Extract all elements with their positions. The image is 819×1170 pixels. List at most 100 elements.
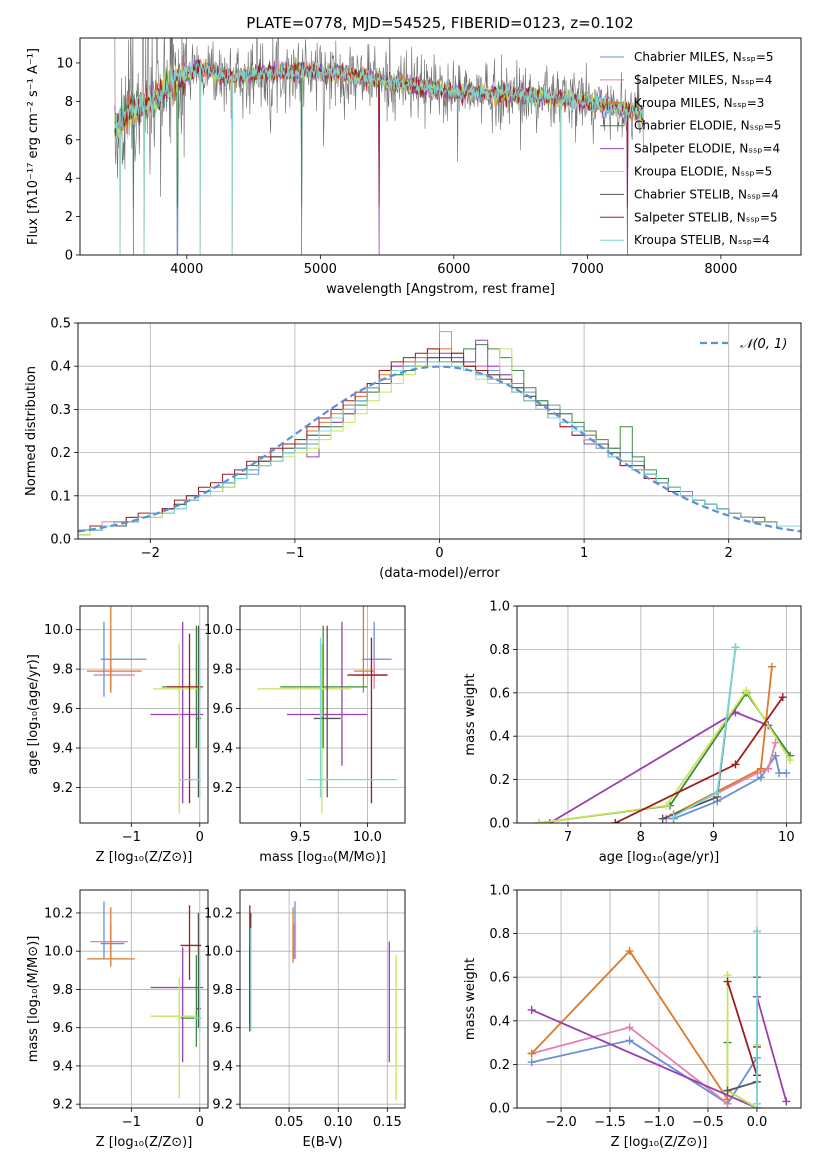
y-tick-label: 9.4 xyxy=(212,1059,233,1074)
normal-reference-curve xyxy=(78,365,801,533)
errorbar-point xyxy=(180,905,202,980)
y-tick-label: 9.8 xyxy=(52,663,73,678)
y-tick-label: 9.2 xyxy=(212,781,233,796)
y-tick-label: 9.4 xyxy=(52,1059,73,1074)
grid xyxy=(80,890,208,1108)
errorbar-point xyxy=(86,907,135,967)
plot-content xyxy=(86,901,204,1099)
weight-marker xyxy=(767,662,776,671)
x-axis-label: Z [log₁₀(Z/Z⊙)] xyxy=(96,1135,193,1150)
weight-marker xyxy=(625,1036,634,1045)
weight-marker xyxy=(782,769,791,778)
axes-frame xyxy=(79,37,802,256)
weight-marker xyxy=(764,764,773,773)
errorbar-point xyxy=(100,901,125,959)
axes-frame xyxy=(79,889,209,1109)
plot-content xyxy=(86,606,204,814)
axes-frame xyxy=(516,605,802,824)
x-tick-label: 4000 xyxy=(170,262,203,277)
y-tick-label: 4 xyxy=(65,172,73,187)
y-tick-label: 9.6 xyxy=(212,1021,233,1036)
weight-marker xyxy=(723,1095,732,1104)
y-tick-label: 9.6 xyxy=(212,702,233,717)
weight-marker xyxy=(752,927,761,936)
weight-marker xyxy=(669,812,678,821)
x-tick-label: 1 xyxy=(580,546,588,561)
weight-marker xyxy=(625,1023,634,1032)
weight-marker xyxy=(752,1099,761,1108)
x-tick-label: 0.10 xyxy=(324,1115,353,1130)
x-tick-label: −1 xyxy=(122,830,141,845)
y-tick-label: 0.4 xyxy=(489,730,510,745)
x-tick-label: −1 xyxy=(285,546,304,561)
x-tick-label: 6000 xyxy=(437,262,470,277)
weight-marker xyxy=(713,788,722,797)
x-tick-label: 8000 xyxy=(704,262,737,277)
y-tick-label: 0.4 xyxy=(50,360,71,375)
errorbar-point xyxy=(257,643,352,814)
legend-label: Chabrier MILES, Nₛₛₚ=5 xyxy=(634,50,774,64)
x-tick-label: 0 xyxy=(196,1115,204,1130)
weight-marker xyxy=(611,819,620,823)
x-tick-label: 9 xyxy=(709,830,717,845)
weight-marker xyxy=(771,751,780,760)
errorbar-point xyxy=(86,606,142,693)
x-tick-label: 0.15 xyxy=(373,1115,402,1130)
weight-marker xyxy=(778,693,787,702)
y-tick-label: 10.0 xyxy=(204,945,233,960)
axes-frame xyxy=(239,605,406,824)
plot-content xyxy=(257,606,397,814)
weight-marker xyxy=(731,760,740,769)
plot-content xyxy=(527,927,791,1108)
errorbar-point xyxy=(354,606,375,693)
figure-title: PLATE=0778, MJD=54525, FIBERID=0123, z=0… xyxy=(246,14,633,32)
x-tick-label: 7000 xyxy=(571,262,604,277)
legend-label: Kroupa MILES, Nₛₛₚ=3 xyxy=(634,96,764,110)
y-tick-label: 10.0 xyxy=(44,623,73,638)
legend-label: Salpeter MILES, Nₛₛₚ=4 xyxy=(634,73,772,87)
legend-label: Chabrier STELIB, Nₛₛₚ=4 xyxy=(634,187,779,201)
y-axis-label: mass weight xyxy=(463,958,478,1040)
y-tick-label: 9.6 xyxy=(52,1021,73,1036)
errorbar-point xyxy=(280,625,368,749)
y-tick-label: 10.0 xyxy=(44,945,73,960)
y-tick-label: 1.0 xyxy=(489,884,510,899)
y-tick-label: 10 xyxy=(56,56,73,71)
weight-marker xyxy=(782,1097,791,1106)
errorbar-point xyxy=(150,947,204,1063)
plot-content xyxy=(249,901,397,1101)
y-tick-label: 6 xyxy=(65,133,73,148)
y-axis-label: age [log₁₀(age/yr)] xyxy=(26,654,41,775)
y-axis-label: mass weight xyxy=(463,673,478,755)
legend: Chabrier MILES, Nₛₛₚ=5 Salpeter MILES, Nₛ… xyxy=(600,50,781,247)
x-axis-label: Z [log₁₀(Z/Z⊙)] xyxy=(96,850,193,865)
y-tick-label: 0.3 xyxy=(50,403,71,418)
x-axis-label: mass [log₁₀(M/M⊙)] xyxy=(259,850,386,865)
weight-series-line xyxy=(538,688,791,823)
x-axis-label: (data-model)/error xyxy=(379,566,500,581)
y-tick-label: 1.0 xyxy=(489,600,510,615)
errorbar-point xyxy=(153,643,202,814)
weight-marker xyxy=(625,947,634,956)
residual-histogram-panel: −2 −1 0 1 2 0.0 0.1 0.2 0.3 0.4 0.5 (data-model)/er… xyxy=(24,317,802,581)
x-tick-label: −1.5 xyxy=(594,1115,626,1130)
errorbar-point xyxy=(307,637,397,798)
weight-marker xyxy=(723,977,732,986)
spectrum-panel: 4000 5000 6000 7000 8000 0 2 4 6 8 10 wavelength [A… xyxy=(26,37,802,297)
axes-frame xyxy=(79,605,209,824)
weight-marker xyxy=(527,1049,536,1058)
age-vs-mass-panel: 9.5 10.0 9.2 9.4 9.6 9.8 10.0 mass [log₁₀(M/M⊙)… xyxy=(204,605,406,865)
y-tick-label: 0.5 xyxy=(50,317,71,332)
legend-label: Chabrier ELODIE, Nₛₛₚ=5 xyxy=(634,119,781,133)
weight-marker xyxy=(786,756,795,765)
y-tick-label: 9.8 xyxy=(212,663,233,678)
weight-marker xyxy=(756,764,765,773)
mass-vs-metallicity-panel: −1 0 9.2 9.4 9.6 9.8 10.0 10.2 Z [log₁₀(Z/Z⊙)] ma… xyxy=(26,889,209,1150)
errorbar-point xyxy=(100,621,147,697)
spectrum-series-line xyxy=(114,61,644,255)
y-tick-label: 0.4 xyxy=(489,1014,510,1029)
legend-label: Salpeter STELIB, Nₛₛₚ=5 xyxy=(634,210,778,224)
y-axis-label: mass [log₁₀(M/M⊙)] xyxy=(26,936,41,1063)
y-tick-label: 0.6 xyxy=(489,686,510,701)
